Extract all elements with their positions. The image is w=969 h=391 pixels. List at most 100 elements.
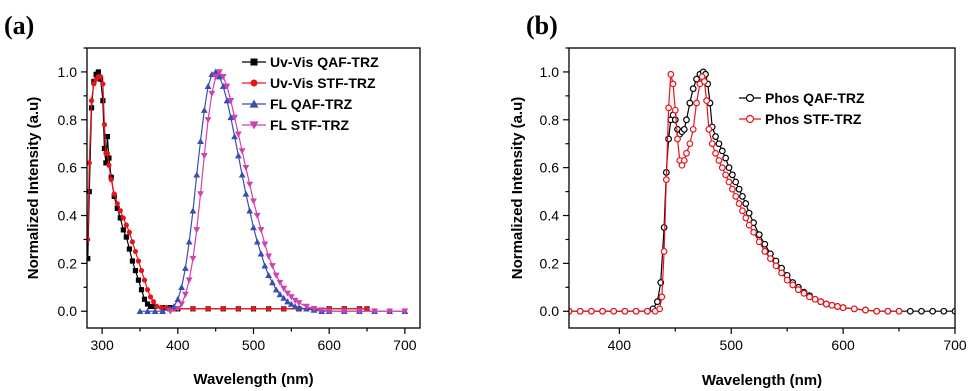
- data-point: [364, 306, 370, 312]
- data-point: [261, 262, 269, 269]
- data-point: [253, 238, 261, 245]
- data-point: [182, 264, 189, 271]
- legend-label: Phos STF-TRZ: [765, 111, 862, 127]
- data-point: [732, 178, 740, 186]
- legend-marker: [250, 58, 258, 66]
- data-point: [219, 74, 227, 81]
- data-point: [660, 224, 668, 231]
- data-point: [174, 295, 182, 302]
- data-point: [287, 300, 295, 307]
- data-point: [100, 98, 106, 104]
- data-point: [356, 308, 363, 315]
- y-tick-label: 0.8: [540, 112, 560, 128]
- data-point: [643, 307, 651, 315]
- legend-item-2: Phos STF-TRZ: [739, 111, 862, 127]
- data-point: [772, 262, 780, 270]
- data-point: [216, 69, 223, 76]
- y-tick-label: 0.2: [58, 255, 78, 271]
- data-point: [197, 191, 204, 198]
- data-point: [135, 258, 142, 264]
- data-point: [216, 73, 223, 80]
- data-point: [276, 279, 284, 286]
- data-point: [120, 215, 126, 221]
- data-point: [135, 277, 142, 283]
- data-point: [100, 81, 106, 87]
- data-point: [144, 301, 151, 307]
- chart-panel-b: (b) 400 500 600 700 0.0 0.2 0.4 0.6 0.8 1.0 Wavelen…: [509, 11, 967, 389]
- data-point: [665, 104, 672, 112]
- data-point: [261, 241, 269, 248]
- y-tick-label: 0.6: [58, 160, 78, 176]
- data-point: [732, 192, 740, 200]
- data-point: [87, 255, 91, 262]
- data-point: [189, 207, 197, 214]
- data-point: [141, 296, 148, 302]
- plot-frame: [568, 47, 956, 329]
- data-point: [223, 97, 231, 104]
- y-tick-label: 0.8: [58, 112, 78, 128]
- legend-label: FL QAF-TRZ: [270, 96, 353, 112]
- data-point: [718, 164, 726, 172]
- data-point: [761, 240, 769, 248]
- data-point: [587, 307, 595, 315]
- data-point: [895, 307, 903, 315]
- data-point: [712, 133, 719, 140]
- data-point: [212, 74, 220, 81]
- data-point: [794, 286, 802, 294]
- data-point: [621, 307, 629, 315]
- data-point: [689, 125, 697, 133]
- data-point: [129, 239, 136, 245]
- data-point: [778, 269, 785, 277]
- data-point: [132, 267, 139, 274]
- data-point: [310, 306, 318, 313]
- legend-item-3: FL QAF-TRZ: [242, 96, 353, 112]
- data-point: [144, 287, 151, 293]
- data-point: [144, 307, 151, 314]
- data-point: [200, 152, 208, 160]
- data-point: [182, 291, 189, 298]
- legend-marker: [745, 114, 755, 124]
- data-point: [280, 294, 288, 301]
- data-point: [231, 114, 238, 121]
- data-point: [126, 229, 132, 235]
- data-point: [204, 82, 212, 89]
- data-point: [599, 307, 606, 315]
- legend-label: Phos QAF-TRZ: [765, 90, 865, 106]
- data-point: [174, 306, 182, 313]
- data-point: [114, 205, 120, 211]
- data-point: [739, 207, 746, 215]
- data-point: [108, 177, 114, 183]
- data-point: [850, 305, 858, 313]
- data-point: [728, 185, 736, 193]
- y-tick-label: 0.4: [540, 208, 560, 224]
- data-point: [735, 185, 743, 193]
- legend-label: Uv-Vis STF-TRZ: [270, 75, 376, 91]
- data-point: [208, 90, 216, 97]
- data-point: [246, 181, 254, 188]
- data-point: [789, 281, 797, 289]
- data-point: [272, 286, 280, 293]
- data-point: [703, 97, 711, 105]
- data-point: [197, 137, 204, 145]
- data-point: [205, 306, 211, 312]
- x-axis-title: Wavelength (nm): [193, 371, 313, 388]
- data-point: [250, 306, 257, 312]
- data-point: [728, 171, 736, 179]
- data-point: [745, 221, 753, 229]
- data-point: [123, 234, 129, 240]
- data-point: [745, 209, 753, 217]
- data-point: [828, 301, 836, 309]
- series-line: [569, 71, 955, 312]
- data-point: [722, 171, 730, 179]
- data-point: [220, 306, 226, 312]
- data-point: [212, 68, 220, 75]
- data-point: [242, 190, 250, 197]
- data-point: [193, 171, 201, 178]
- legend-item-1: Uv-Vis QAF-TRZ: [242, 54, 379, 70]
- data-point: [683, 149, 690, 157]
- data-point: [234, 131, 242, 138]
- data-point: [276, 291, 284, 298]
- data-point: [683, 116, 690, 124]
- x-tick-label: 700: [943, 337, 967, 353]
- legend-label: FL STF-TRZ: [270, 117, 350, 133]
